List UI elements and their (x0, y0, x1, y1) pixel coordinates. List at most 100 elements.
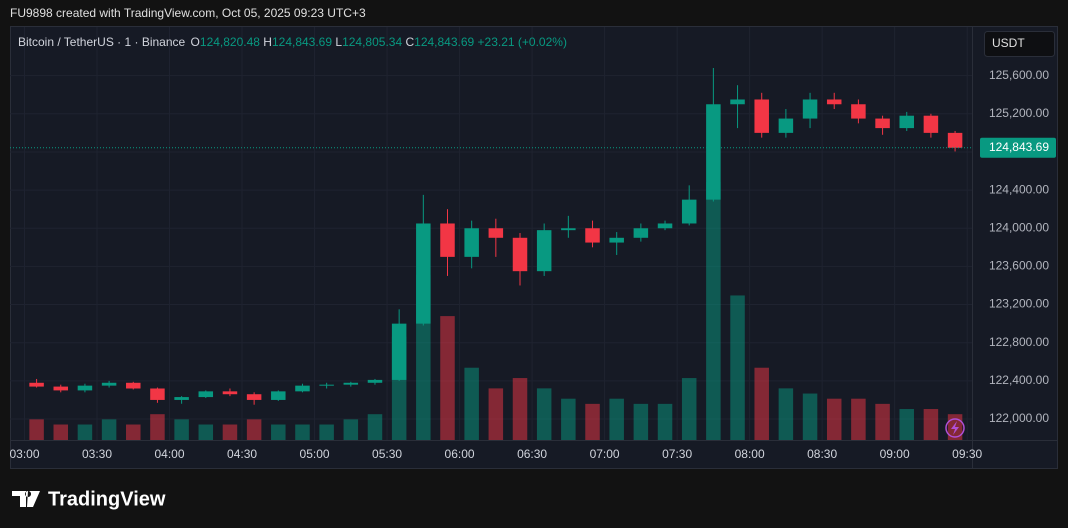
candle-body (416, 223, 431, 324)
x-tick-label: 04:00 (155, 447, 185, 461)
candle-body (367, 379, 383, 383)
y-tick-label: 125,200.00 (989, 106, 1049, 120)
volume-bar (706, 181, 721, 440)
candle-body (53, 386, 69, 391)
candle-body (947, 132, 963, 148)
x-tick-label: 05:00 (300, 447, 330, 461)
candle-body (246, 394, 262, 400)
symbol: Bitcoin / TetherUS · 1 · Binance (18, 35, 186, 49)
currency-button[interactable] (984, 31, 1055, 57)
volume-bar (875, 403, 890, 440)
y-tick-label: 123,200.00 (989, 297, 1049, 311)
candle-body (150, 388, 165, 400)
open-label: O (191, 35, 200, 49)
change: +23.21 (+0.02%) (478, 35, 567, 49)
x-tick-label: 08:00 (735, 447, 765, 461)
candle-body (222, 391, 238, 395)
candle-body (391, 323, 407, 380)
low-label: L (335, 35, 342, 49)
x-tick-label: 06:00 (445, 447, 475, 461)
candle-body (464, 228, 479, 257)
candle-body (319, 384, 334, 386)
volume-bar (53, 424, 69, 440)
volume-bar (826, 398, 842, 440)
alert-bolt (951, 421, 959, 435)
candle-body (488, 228, 504, 238)
volume-bar (343, 419, 359, 440)
volume-bar (681, 378, 697, 440)
candle-body (77, 385, 93, 391)
low-value: 124,805.34 (342, 35, 402, 49)
last-price-box (980, 137, 1056, 158)
volume-bar (77, 424, 93, 440)
volume-bar (222, 424, 238, 440)
credit: FU9898 created with TradingView.com, Oct… (10, 6, 366, 20)
x-tick-label: 04:30 (227, 447, 257, 461)
candle-body (271, 391, 286, 400)
y-tick-label: 125,600.00 (989, 68, 1049, 82)
currency[interactable]: USDT (992, 36, 1025, 50)
candle-body (802, 99, 818, 119)
candle-body (657, 223, 673, 229)
candle-body (440, 223, 455, 257)
x-tick-label: 07:30 (662, 447, 692, 461)
candle-body (585, 228, 600, 243)
volume-bar (609, 398, 624, 440)
volume-bar (367, 414, 383, 440)
x-tick-label: 06:30 (517, 447, 547, 461)
volume-bar (923, 409, 939, 440)
candle-body (126, 382, 141, 389)
candle-body (343, 382, 359, 385)
x-tick-label: 03:30 (82, 447, 112, 461)
close-value: 124,843.69 (414, 35, 474, 49)
last-price-label: 124,843.69 (989, 140, 1049, 154)
candle-body (295, 385, 310, 392)
close-label: C (405, 35, 414, 49)
high-value: 124,843.69 (272, 35, 332, 49)
alert-icon[interactable] (945, 418, 965, 438)
volume-bar (512, 378, 528, 440)
y-tick-label: 124,400.00 (989, 182, 1049, 196)
candle-body (681, 199, 697, 224)
logo-icon (12, 491, 40, 507)
candle-body (561, 228, 576, 231)
candle-body (899, 115, 914, 129)
volume-bar (536, 388, 552, 440)
x-tick-label: 09:30 (952, 447, 982, 461)
candle-body (536, 230, 552, 272)
volume-bar (198, 424, 214, 440)
candle-body (923, 115, 939, 133)
candle-body (174, 397, 189, 400)
x-tick-label: 08:30 (807, 447, 837, 461)
candle-body (730, 99, 745, 105)
volume-bar (150, 414, 165, 440)
x-tick-label: 07:00 (590, 447, 620, 461)
chart-panel (10, 26, 1058, 469)
volume-bar (585, 403, 600, 440)
volume-bar (851, 398, 866, 440)
volume-bar (29, 419, 44, 440)
candle-body (29, 382, 44, 387)
candle-body (754, 99, 769, 133)
x-tick-label: 03:00 (9, 447, 39, 461)
volume-bar (633, 403, 649, 440)
volume-bar (440, 316, 455, 440)
volume-bar (657, 403, 673, 440)
volume-bar (802, 393, 818, 440)
candle-body (875, 118, 890, 129)
volume-bar (488, 388, 504, 440)
volume-bar (174, 419, 189, 440)
volume-bar (246, 419, 262, 440)
candle-body (512, 237, 528, 272)
high-label: H (263, 35, 272, 49)
volume-bar (295, 424, 310, 440)
candle-body (101, 382, 117, 386)
y-tick-label: 123,600.00 (989, 259, 1049, 273)
open-value: 124,820.48 (200, 35, 260, 49)
volume-bar (101, 419, 117, 440)
y-tick-label: 124,000.00 (989, 220, 1049, 234)
volume-bar (319, 424, 334, 440)
candle-body (633, 228, 649, 238)
